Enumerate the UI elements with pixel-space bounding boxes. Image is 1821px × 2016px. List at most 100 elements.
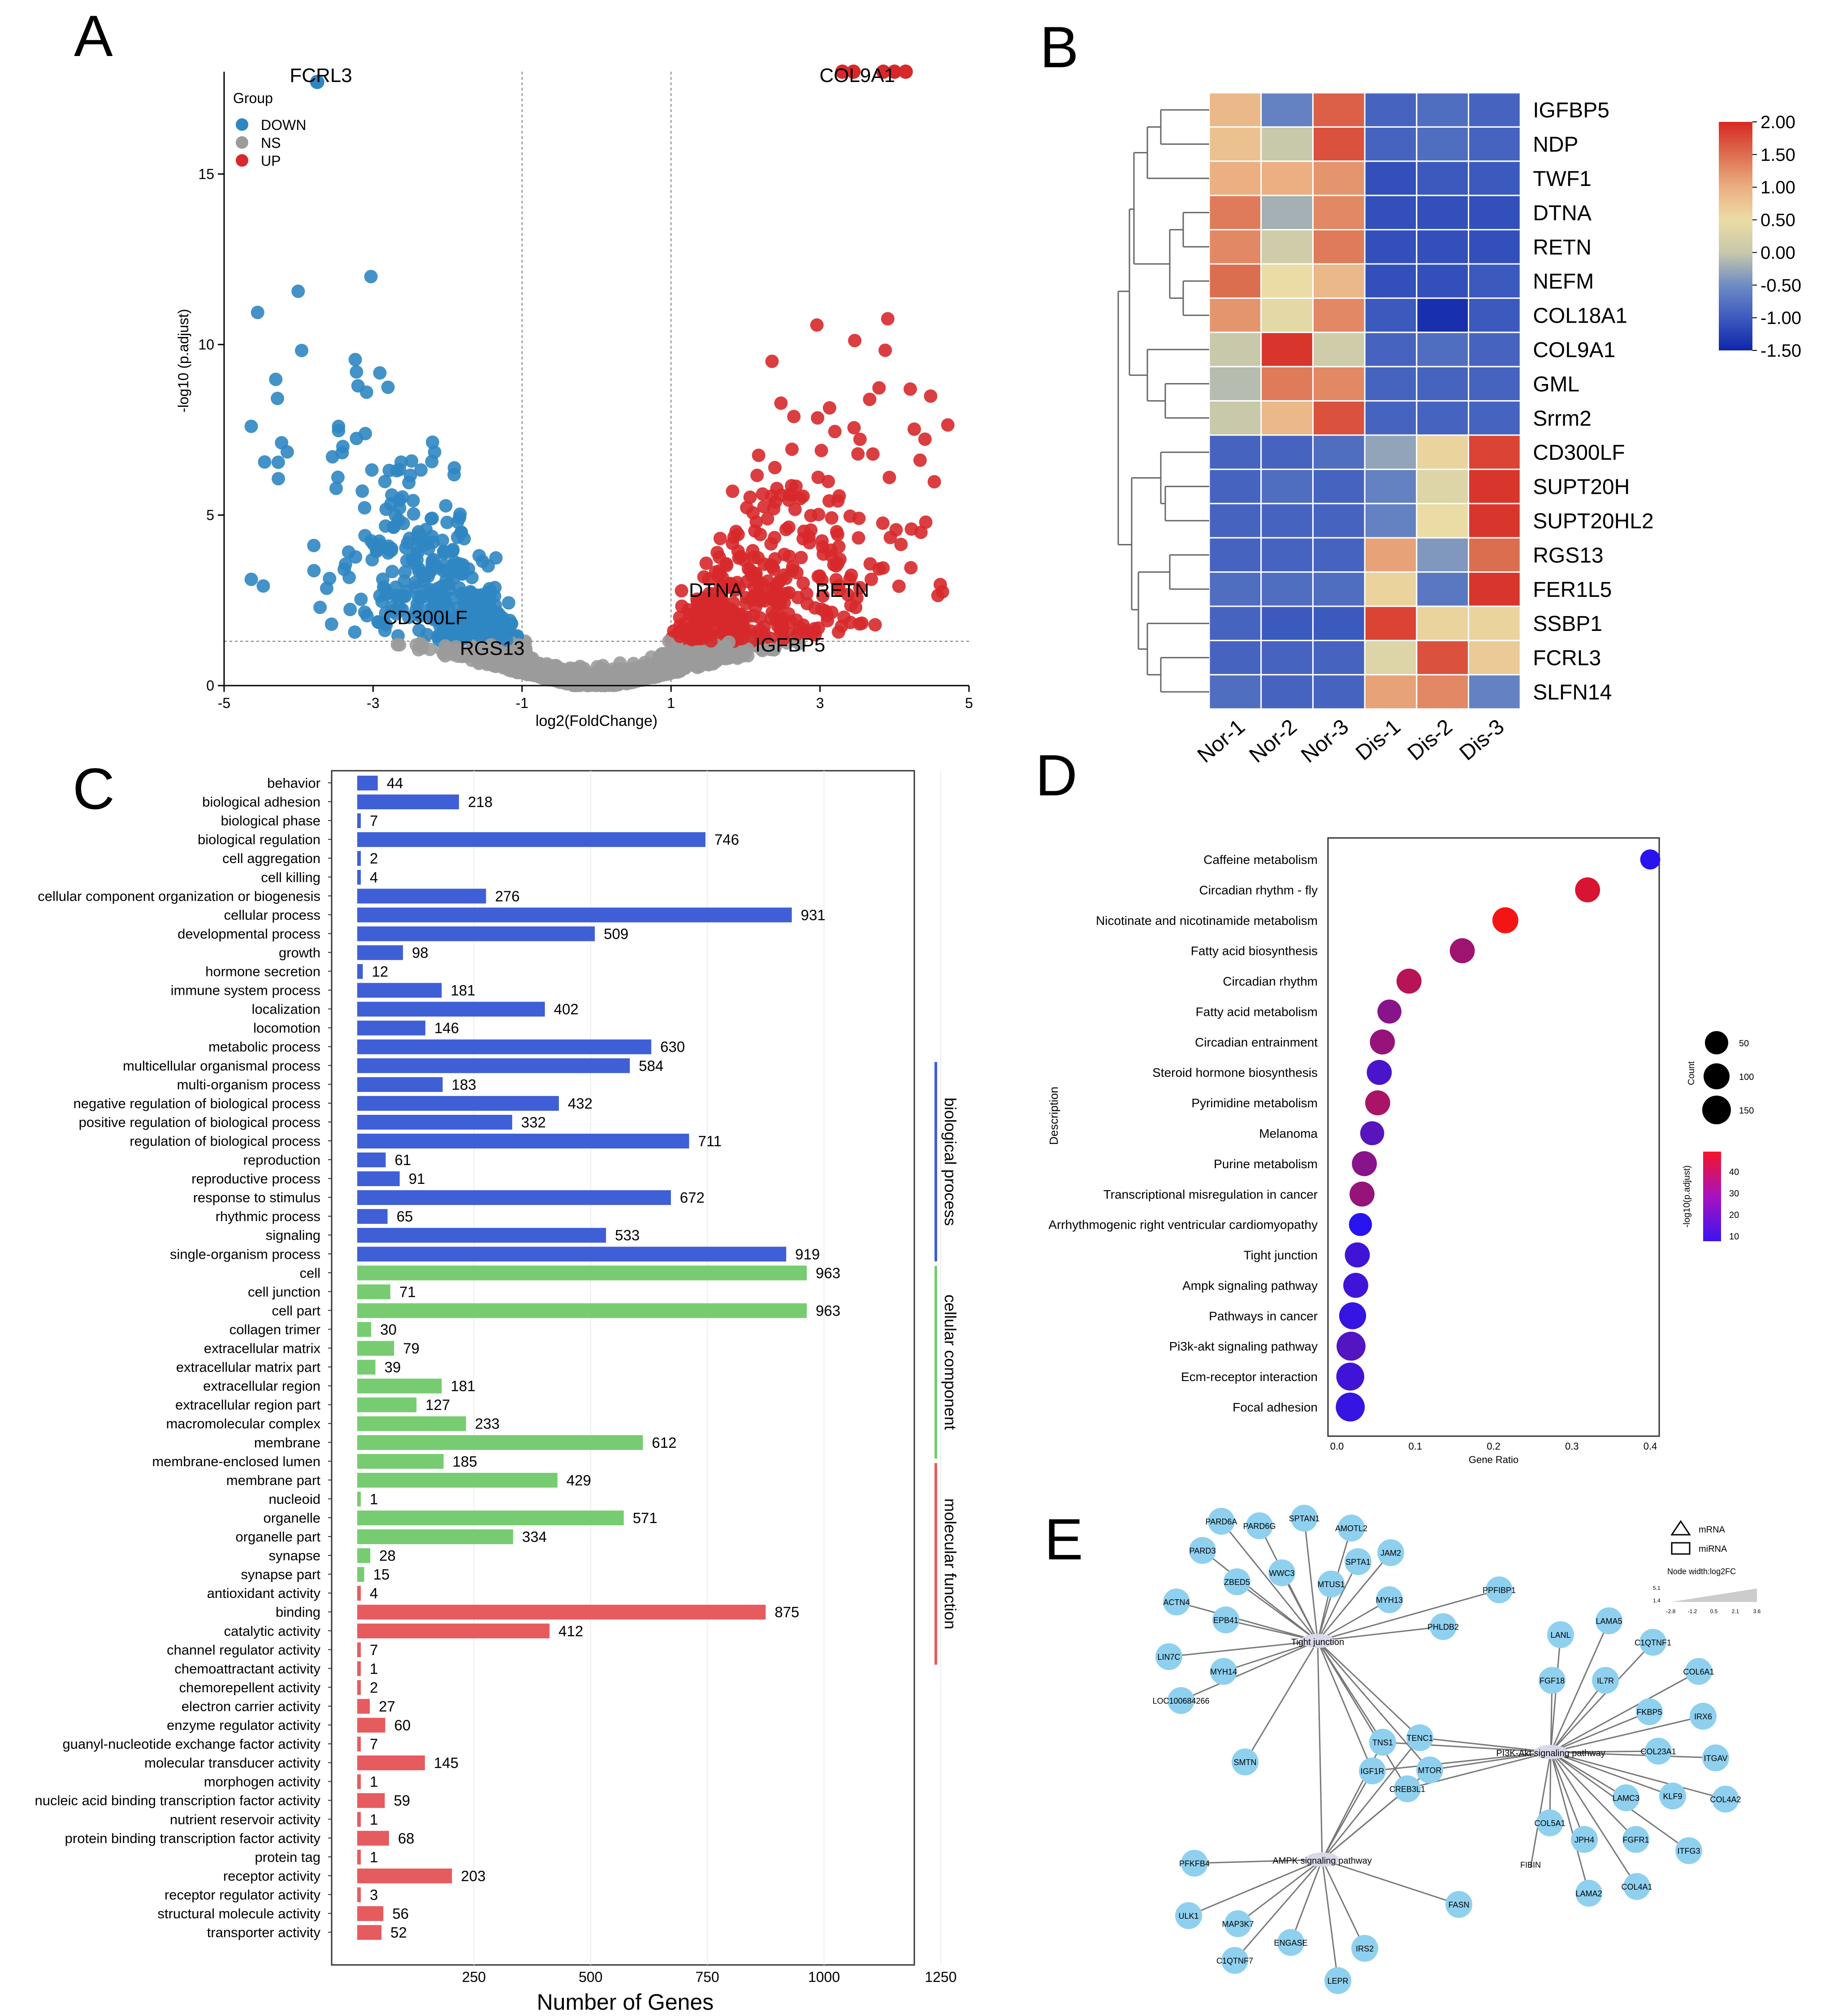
legend-triangle <box>1670 1520 1691 1536</box>
volcano-point <box>907 422 921 436</box>
network-node <box>1575 1880 1602 1907</box>
heatmap-cell <box>1312 366 1366 402</box>
volcano-point <box>777 548 791 561</box>
network-node-label: PPFIBP1 <box>1483 1586 1516 1595</box>
legend-width-tick: -1.2 <box>1688 1608 1697 1615</box>
volcano-point <box>800 587 813 600</box>
bar <box>357 1623 550 1639</box>
volcano-point <box>802 530 816 544</box>
bar-category-label: extracellular matrix part <box>176 1360 321 1375</box>
volcano-point <box>382 539 396 553</box>
volcano-point <box>777 632 791 646</box>
network-node-label: MTUS1 <box>1317 1580 1345 1589</box>
bar-category-label: cell part <box>272 1303 320 1318</box>
network-edge <box>1550 1751 1726 1800</box>
heatmap-cell <box>1468 332 1521 367</box>
bar-value-label: 1 <box>370 1811 378 1828</box>
panel-label-c: C <box>73 756 115 821</box>
volcano-point <box>437 544 451 558</box>
bar <box>357 1472 558 1488</box>
x-tick-label: 5 <box>965 695 973 711</box>
legend-width-top: 5.1 <box>1653 1585 1661 1591</box>
network-node <box>1212 1606 1239 1633</box>
bar-value-label: 61 <box>395 1152 411 1168</box>
bar-value-label: 39 <box>385 1359 401 1376</box>
bar <box>357 1812 361 1827</box>
heatmap-cell <box>1364 674 1418 710</box>
legend-width-wedge <box>1671 1589 1757 1602</box>
x-tick-label: -3 <box>367 695 379 711</box>
volcano-point <box>256 579 270 593</box>
volcano-point <box>414 463 428 477</box>
volcano-point <box>351 379 365 393</box>
x-axis-label: log2(FoldChange) <box>536 712 657 730</box>
volcano-point <box>782 520 796 534</box>
heatmap-cell <box>1312 468 1366 505</box>
heatmap-cell <box>1208 297 1262 333</box>
heatmap-cell <box>1364 434 1418 470</box>
bar-value-label: 630 <box>660 1039 685 1055</box>
network-node-label: ZBED5 <box>1224 1578 1250 1587</box>
volcano-point <box>782 586 796 600</box>
bar-value-label: 584 <box>639 1058 663 1074</box>
bar-value-label: 919 <box>795 1246 820 1262</box>
bar-value-label: 509 <box>604 925 628 942</box>
bar-value-label: 931 <box>801 907 826 923</box>
y-category-label: Transcriptional misregulation in cancer <box>1103 1187 1318 1201</box>
network-hub <box>1305 1852 1339 1867</box>
bar <box>357 1171 400 1187</box>
volcano-point <box>919 515 933 529</box>
bar-category-label: rhythmic process <box>216 1209 320 1224</box>
network-node <box>1318 1571 1345 1597</box>
volcano-point <box>816 589 830 603</box>
network-node <box>1675 1837 1702 1864</box>
heatmap-cell <box>1260 194 1314 231</box>
volcano-point <box>406 494 420 508</box>
volcano-point <box>272 472 285 486</box>
group-label: molecular function <box>941 1498 960 1629</box>
x-tick-label: 0.0 <box>1330 1441 1344 1452</box>
bar-category-label: response to stimulus <box>193 1190 320 1205</box>
size-legend-label: 150 <box>1739 1106 1754 1116</box>
volcano-point <box>765 354 779 368</box>
volcano-point <box>454 618 467 632</box>
heatmap-cell <box>1312 297 1366 333</box>
network-node-label: ULK1 <box>1178 1912 1198 1921</box>
bar-value-label: 79 <box>403 1340 420 1357</box>
network-edge <box>1317 1640 1323 1860</box>
legend-title: Group <box>233 90 273 106</box>
bar-category-label: locomotion <box>253 1020 320 1036</box>
heatmap-cell <box>1416 537 1470 573</box>
network-node <box>1659 1783 1686 1809</box>
heatmap-cell <box>1208 332 1262 367</box>
network-edge <box>1317 1640 1421 1739</box>
network-node-label: IGF1R <box>1360 1767 1384 1776</box>
gene-label: CD300LF <box>383 607 467 629</box>
heatmap-row-label: SUPT20H <box>1533 475 1630 499</box>
heatmap-col-label: Dis-2 <box>1403 715 1457 765</box>
bar-category-label: extracellular region part <box>175 1397 320 1413</box>
heatmap-cell <box>1468 229 1521 265</box>
volcano-point <box>271 455 285 469</box>
network-edge <box>1237 1581 1318 1642</box>
x-tick-label: 1 <box>667 695 675 711</box>
y-category-label: Circadian entrainment <box>1195 1035 1318 1049</box>
bar-category-label: receptor regulator activity <box>164 1887 321 1903</box>
bar-value-label: 44 <box>387 775 403 791</box>
bar-value-label: 146 <box>434 1020 459 1036</box>
volcano-point <box>358 605 372 619</box>
network-node-label: COL4A1 <box>1621 1882 1652 1891</box>
bar-value-label: 1 <box>370 1849 378 1865</box>
volcano-point <box>849 600 863 614</box>
bar-category-label: cell junction <box>248 1284 320 1299</box>
network-node-label: PARD6G <box>1243 1522 1276 1531</box>
heatmap-cell <box>1260 674 1314 710</box>
scale-tick-label: 0.00 <box>1760 243 1795 263</box>
x-tick-label: 0.4 <box>1644 1441 1657 1452</box>
heatmap-cell <box>1208 160 1262 196</box>
volcano-point <box>481 622 495 636</box>
bar <box>357 1510 624 1525</box>
heatmap-cell <box>1312 571 1366 607</box>
volcano-point <box>425 455 439 469</box>
volcano-point <box>470 596 484 610</box>
